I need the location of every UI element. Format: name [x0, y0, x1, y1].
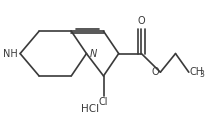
Text: CH: CH: [190, 67, 204, 77]
Text: NH: NH: [4, 49, 18, 59]
Text: O: O: [138, 16, 145, 26]
Text: 3: 3: [199, 70, 204, 79]
Text: O: O: [152, 67, 159, 77]
Text: Cl: Cl: [99, 97, 108, 107]
Text: HCl: HCl: [81, 105, 99, 114]
Text: N: N: [89, 49, 97, 59]
